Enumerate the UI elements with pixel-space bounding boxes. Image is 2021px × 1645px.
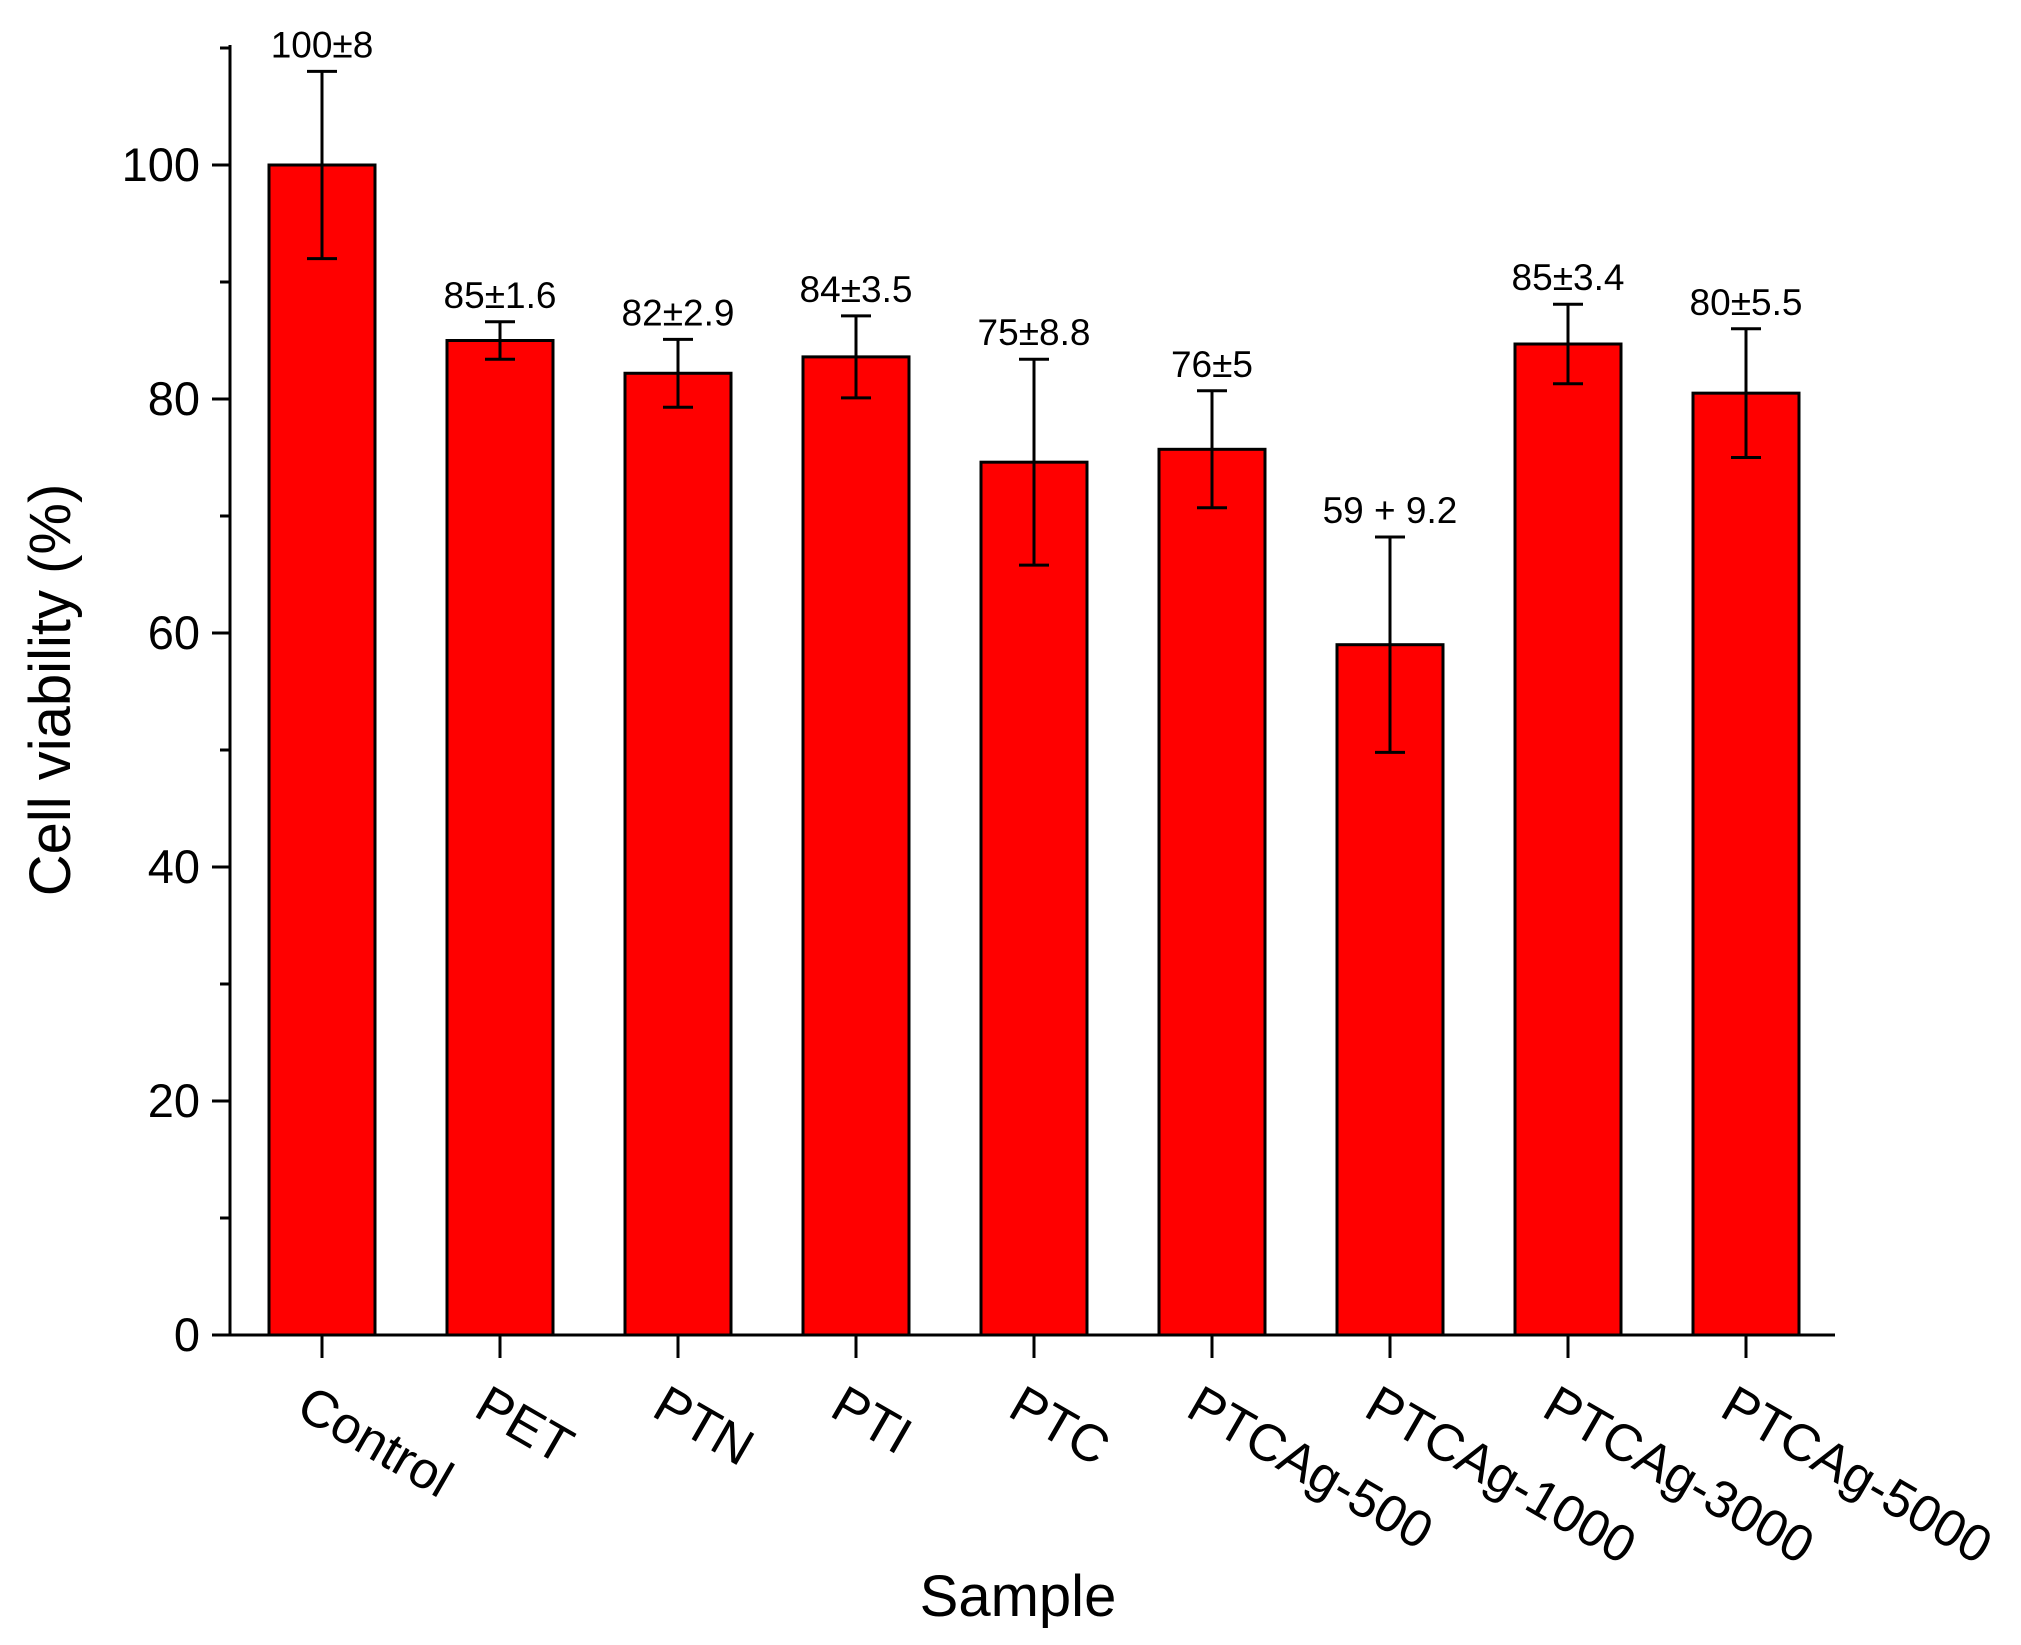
y-axis-title: Cell viability (%) bbox=[18, 484, 83, 897]
bar-control bbox=[267, 163, 377, 1337]
x-tick-label-control: Control bbox=[288, 1375, 462, 1509]
y-ticks-layer: 0 20 40 60 80 100 bbox=[122, 46, 230, 1361]
x-ticks-layer: Control PET PTN PTI PTC PTCAg-500PTCAg-1000PT… bbox=[288, 1335, 2001, 1576]
bar-ptn bbox=[623, 371, 733, 1337]
bar-pet bbox=[445, 339, 555, 1337]
x-tick-label-pet: PET bbox=[466, 1375, 583, 1476]
y-tick-label-100: 100 bbox=[122, 138, 200, 191]
data-label-ptn: 82±2.9 bbox=[622, 292, 735, 333]
y-tick-label-20: 20 bbox=[148, 1074, 200, 1127]
x-axis-title: Sample bbox=[920, 1564, 1117, 1629]
y-tick-label-0: 0 bbox=[174, 1308, 200, 1361]
data-label-control: 100±8 bbox=[271, 24, 374, 65]
data-label-ptcag-5000: 80±5.5 bbox=[1690, 282, 1803, 323]
bar-ptcag-500 bbox=[1157, 447, 1267, 1337]
data-label-ptcag-3000: 85±3.4 bbox=[1512, 257, 1625, 298]
bars-layer bbox=[267, 163, 1801, 1337]
x-tick-label-ptn: PTN bbox=[644, 1375, 763, 1477]
y-tick-label-60: 60 bbox=[148, 606, 200, 659]
bar-ptc bbox=[979, 460, 1089, 1337]
x-tick-label-ptc: PTC bbox=[1000, 1375, 1119, 1477]
y-tick-label-40: 40 bbox=[148, 840, 200, 893]
data-label-ptc: 75±8.8 bbox=[978, 312, 1091, 353]
data-label-ptcag-500: 76±5 bbox=[1171, 344, 1253, 385]
bar-ptcag-5000 bbox=[1691, 391, 1801, 1337]
data-label-ptcag-1000: 59 + 9.2 bbox=[1323, 490, 1458, 531]
x-tick-label-pti: PTI bbox=[822, 1375, 921, 1466]
y-tick-label-80: 80 bbox=[148, 372, 200, 425]
data-label-pti: 84±3.5 bbox=[800, 269, 913, 310]
data-label-pet: 85±1.6 bbox=[444, 275, 557, 316]
bar-pti bbox=[801, 355, 911, 1337]
error-bars-layer bbox=[307, 69, 1761, 754]
data-labels-layer: 100±8 85±1.6 82±2.9 84±3.5 75±8.8 76±5 59 + 9.… bbox=[271, 24, 1803, 531]
bar-ptcag-3000 bbox=[1513, 342, 1623, 1337]
